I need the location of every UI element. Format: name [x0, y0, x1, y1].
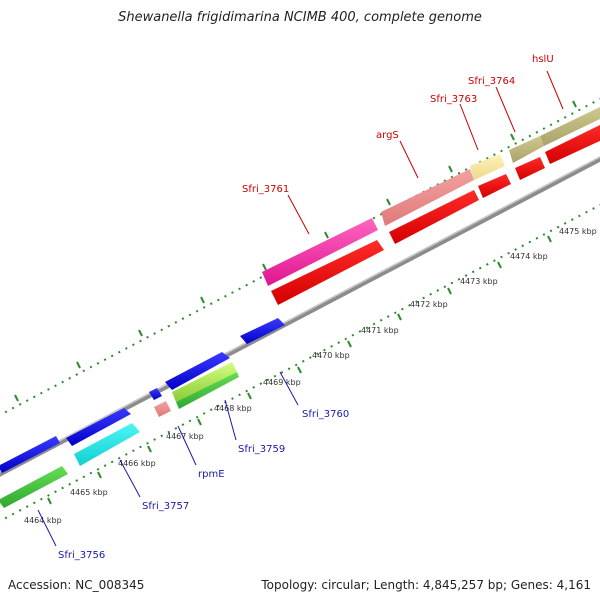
gene-arrow[interactable] — [271, 240, 384, 305]
kbp-label: 4471 kbp — [361, 326, 399, 335]
gene-label[interactable]: Sfri_3759 — [238, 444, 285, 455]
gene-label[interactable]: Sfri_3764 — [468, 76, 515, 87]
forward-strand-genes — [0, 106, 600, 473]
gene-arrow[interactable] — [176, 372, 239, 409]
outer-major-ticks — [14, 100, 577, 402]
gene-arrow[interactable] — [149, 388, 162, 400]
gene-arrow[interactable] — [515, 157, 545, 180]
gene-arrow[interactable] — [478, 174, 511, 198]
upper-leaders — [287, 70, 564, 235]
gene-arrow[interactable] — [74, 423, 140, 466]
gene-label[interactable]: rpmE — [198, 469, 225, 480]
inner-major-ticks — [47, 235, 552, 505]
gene-arrow[interactable] — [172, 362, 237, 402]
gene-arrow[interactable] — [389, 190, 479, 244]
gene-arrow[interactable] — [262, 218, 378, 286]
gene-arrow[interactable] — [545, 124, 600, 164]
gene-label[interactable]: argS — [376, 130, 399, 141]
reverse-strand-genes — [0, 124, 600, 508]
lower-gene-labels: Sfri_3756 Sfri_3757 rpmE Sfri_3759 Sfri_… — [58, 409, 349, 561]
gene-label[interactable]: Sfri_3757 — [142, 501, 189, 512]
gene-label[interactable]: Sfri_3761 — [242, 184, 289, 195]
gene-arrow[interactable] — [0, 436, 60, 473]
gene-arrow[interactable] — [0, 466, 68, 508]
gene-arrow[interactable] — [154, 401, 171, 417]
inner-tick-ring — [0, 203, 600, 523]
kbp-label: 4472 kbp — [410, 300, 448, 309]
upper-gene-labels: Sfri_3761 argS Sfri_3763 Sfri_3764 hslU — [242, 54, 554, 195]
kbp-label: 4473 kbp — [460, 277, 498, 286]
gene-arrow[interactable] — [240, 318, 285, 344]
kbp-label: 4468 kbp — [214, 404, 252, 413]
gene-arrow[interactable] — [509, 136, 544, 163]
outer-tick-ring — [0, 97, 600, 417]
kbp-label: 4469 kbp — [263, 378, 301, 387]
kbp-label: 4475 kbp — [559, 227, 597, 236]
genome-title: Shewanella frigidimarina NCIMB 400, comp… — [118, 10, 482, 25]
gene-label[interactable]: hslU — [532, 54, 554, 65]
gene-arrow[interactable] — [165, 352, 230, 390]
kbp-label: 4466 kbp — [118, 459, 156, 468]
lower-leaders — [37, 371, 299, 547]
accession-text: Accession: NC_008345 — [8, 578, 145, 592]
gene-arrow[interactable] — [540, 106, 600, 146]
gene-label[interactable]: Sfri_3763 — [430, 94, 477, 105]
kbp-label: 4467 kbp — [166, 432, 204, 441]
gene-arrow[interactable] — [381, 169, 474, 226]
map-footer: Accession: NC_008345 Topology: circular;… — [0, 576, 600, 600]
kbp-label: 4470 kbp — [312, 351, 350, 360]
topology-text: Topology: circular; Length: 4,845,257 bp… — [261, 578, 591, 592]
kbp-label: 4465 kbp — [70, 488, 108, 497]
kbp-labels: 4464 kbp 4465 kbp 4466 kbp 4467 kbp 4468… — [24, 227, 597, 525]
gene-label[interactable]: Sfri_3756 — [58, 550, 105, 561]
gene-label[interactable]: Sfri_3760 — [302, 409, 349, 420]
kbp-label: 4474 kbp — [510, 252, 548, 261]
gene-arrow[interactable] — [470, 154, 505, 180]
gene-arrow[interactable] — [66, 408, 131, 446]
